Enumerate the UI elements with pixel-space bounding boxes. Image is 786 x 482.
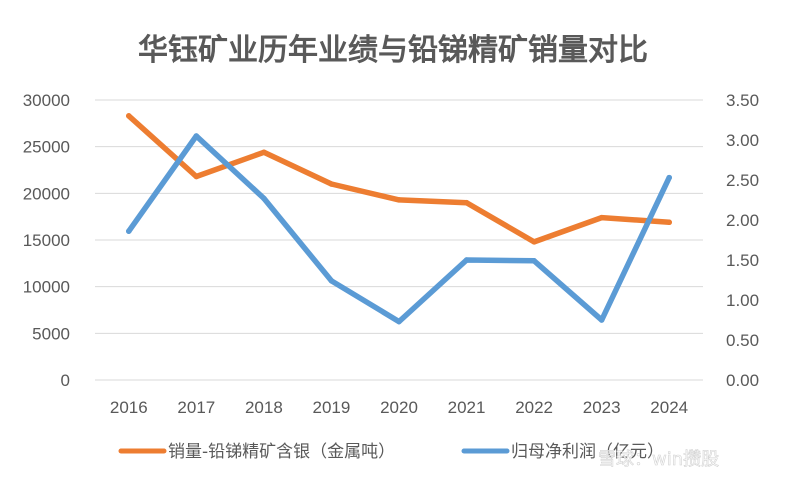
legend-label-profit: 归母净利润（亿元） bbox=[511, 442, 664, 462]
x-axis: 2016 2017 2018 2019 2020 2021 2022 2023 2024 bbox=[110, 398, 688, 417]
data-point-profit bbox=[396, 318, 402, 325]
left-axis: 0 5000 10000 15000 20000 25000 30000 bbox=[23, 91, 70, 390]
right-tick-label: 0.50 bbox=[726, 331, 759, 350]
right-tick-label: 1.50 bbox=[726, 251, 759, 270]
right-tick-label: 1.00 bbox=[726, 291, 759, 310]
right-tick-label: 2.00 bbox=[726, 211, 759, 230]
chart-title: 华钰矿业历年业绩与铅锑精矿销量对比 bbox=[138, 33, 648, 68]
right-tick-label: 3.50 bbox=[726, 91, 759, 110]
x-tick-label: 2022 bbox=[515, 398, 553, 417]
data-point-sales bbox=[463, 199, 470, 206]
data-point-sales bbox=[396, 197, 402, 203]
left-tick-label: 5000 bbox=[32, 324, 70, 343]
data-point-profit bbox=[463, 257, 470, 263]
series-line-profit bbox=[126, 133, 672, 325]
data-point-profit bbox=[598, 317, 605, 323]
data-point-sales bbox=[666, 219, 672, 226]
x-tick-label: 2016 bbox=[110, 398, 148, 417]
left-tick-label: 25000 bbox=[23, 138, 70, 157]
right-tick-label: 2.50 bbox=[726, 171, 759, 190]
x-tick-label: 2018 bbox=[245, 398, 283, 417]
x-tick-label: 2017 bbox=[177, 398, 215, 417]
data-point-sales bbox=[598, 214, 605, 221]
legend-label-sales: 销量-铅锑精矿含银（金属吨） bbox=[168, 442, 395, 462]
left-tick-label: 10000 bbox=[23, 278, 70, 297]
left-tick-label: 15000 bbox=[23, 231, 70, 250]
x-tick-label: 2019 bbox=[313, 398, 351, 417]
x-tick-label: 2020 bbox=[380, 398, 418, 417]
data-point-profit bbox=[261, 195, 267, 202]
left-tick-label: 30000 bbox=[23, 91, 70, 110]
data-point-sales bbox=[531, 239, 537, 245]
data-point-sales bbox=[328, 181, 335, 187]
x-tick-label: 2021 bbox=[448, 398, 486, 417]
data-point-sales bbox=[193, 173, 200, 180]
right-axis: 0.00 0.50 1.00 1.50 2.00 2.50 3.00 3.50 bbox=[726, 91, 759, 390]
series-lines bbox=[126, 113, 672, 325]
gridlines bbox=[95, 99, 703, 381]
series-line-sales bbox=[126, 113, 672, 245]
x-tick-label: 2023 bbox=[583, 398, 621, 417]
legend: 销量-铅锑精矿含银（金属吨） 归母净利润（亿元） bbox=[118, 442, 664, 462]
watermark: 雪球：win攒股 bbox=[598, 449, 719, 470]
left-tick-label: 0 bbox=[61, 371, 70, 390]
data-point-sales bbox=[261, 149, 267, 156]
data-point-profit bbox=[531, 258, 537, 264]
data-point-profit bbox=[328, 278, 335, 284]
left-tick-label: 20000 bbox=[23, 184, 70, 203]
x-tick-label: 2024 bbox=[650, 398, 688, 417]
data-point-sales bbox=[126, 113, 132, 119]
data-point-profit bbox=[666, 174, 672, 181]
data-point-profit bbox=[126, 228, 132, 234]
right-tick-label: 0.00 bbox=[726, 371, 759, 390]
right-tick-label: 3.00 bbox=[726, 131, 759, 150]
data-point-profit bbox=[193, 133, 200, 139]
